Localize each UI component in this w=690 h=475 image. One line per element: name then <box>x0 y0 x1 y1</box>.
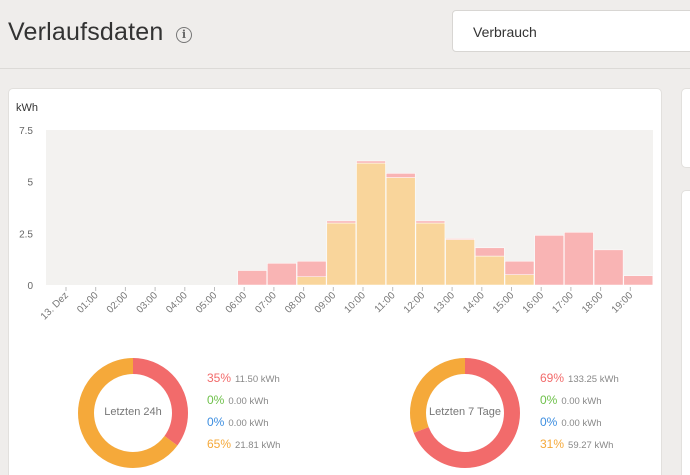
legend-kwh: 59.27 kWh <box>568 440 614 451</box>
legend-percent: 69% <box>540 371 565 385</box>
bar-solar[interactable] <box>504 274 535 286</box>
legend-kwh: 0.00 kWh <box>228 396 269 407</box>
legend-item: 31% 59.27 kWh <box>540 437 613 451</box>
bar-solar[interactable] <box>356 162 386 286</box>
x-tick-label: 14:00 <box>461 290 487 316</box>
data-type-select[interactable]: Verbrauch <box>452 10 690 52</box>
bar-solar[interactable] <box>385 177 416 286</box>
legend-percent: 35% <box>207 371 232 385</box>
bar-grid[interactable] <box>475 247 505 257</box>
x-tick-label: 12:00 <box>402 290 428 316</box>
bar-solar[interactable] <box>445 239 475 286</box>
bar-grid[interactable] <box>267 263 297 286</box>
y-tick-label: 7.5 <box>19 126 33 137</box>
legend-item: 69% 133.25 kWh <box>540 371 619 385</box>
bar-grid[interactable] <box>564 232 594 286</box>
x-tick-label: 05:00 <box>194 290 220 316</box>
history-chart: kWh 7.5 5 2.5 0 13. Dez 01:00 02:00 03:00 04:00… <box>16 102 654 322</box>
history-card: kWh 7.5 5 2.5 0 13. Dez 01:00 02:00 03:00 04:00… <box>8 88 662 475</box>
x-tick-label: 17:00 <box>550 290 576 316</box>
x-tick-label: 04:00 <box>164 290 190 316</box>
legend-kwh: 21.81 kWh <box>235 440 281 451</box>
legend-percent: 0% <box>207 393 225 407</box>
bar-grid[interactable] <box>326 220 357 224</box>
legend-item: 0% 0.00 kWh <box>540 393 601 407</box>
legend-item: 0% 0.00 kWh <box>207 393 268 407</box>
bar-solar[interactable] <box>415 222 446 286</box>
x-tick-label: 07:00 <box>253 290 279 316</box>
legend-kwh: 11.50 kWh <box>235 374 280 385</box>
legend-kwh: 0.00 kWh <box>228 418 269 429</box>
info-icon[interactable]: i <box>176 27 192 43</box>
legend-percent: 65% <box>207 437 232 451</box>
legend-item: 0% 0.00 kWh <box>540 415 601 429</box>
x-tick-label: 02:00 <box>105 290 131 316</box>
legend-percent: 0% <box>207 415 225 429</box>
donut-24h-label: Letzten 24h <box>104 406 162 418</box>
bar-grid[interactable] <box>593 249 624 286</box>
legend-percent: 0% <box>540 415 558 429</box>
x-tick-label: 10:00 <box>342 290 368 316</box>
x-tick-label: 11:00 <box>373 290 398 315</box>
bar-solar[interactable] <box>326 222 357 286</box>
x-tick-label: 03:00 <box>135 290 161 316</box>
bar-grid[interactable] <box>385 173 416 178</box>
x-tick-label: 01:00 <box>75 290 101 316</box>
y-tick-label: 5 <box>27 178 33 189</box>
y-tick-label: 2.5 <box>19 229 33 240</box>
page-title: Verlaufsdaten <box>8 18 164 46</box>
bar-solar[interactable] <box>296 276 327 286</box>
legend-kwh: 133.25 kWh <box>568 374 619 385</box>
bar-grid[interactable] <box>356 160 386 164</box>
bar-grid[interactable] <box>445 238 475 240</box>
donut-segment <box>78 358 188 468</box>
donut-24h <box>78 358 188 468</box>
y-axis-label: kWh <box>16 102 38 114</box>
donut-segment <box>410 358 520 468</box>
bar-grid[interactable] <box>623 275 654 286</box>
legend-kwh: 0.00 kWh <box>561 396 602 407</box>
x-tick-label: 13:00 <box>432 290 458 316</box>
side-card-top <box>681 88 690 168</box>
legend-percent: 0% <box>540 393 558 407</box>
bar-grid[interactable] <box>504 260 535 275</box>
x-tick-label: 13. Dez <box>39 290 71 322</box>
legend-percent: 31% <box>540 437 565 451</box>
x-tick-label: 08:00 <box>283 290 309 316</box>
bar-solar[interactable] <box>475 255 505 286</box>
legend-item: 65% 21.81 kWh <box>207 437 280 451</box>
x-tick-label: 06:00 <box>224 290 250 316</box>
legend-kwh: 0.00 kWh <box>561 418 602 429</box>
y-tick-label: 0 <box>27 281 33 292</box>
x-tick-label: 18:00 <box>580 290 606 316</box>
x-tick-label: 09:00 <box>313 290 339 316</box>
bar-grid[interactable] <box>534 235 564 286</box>
bar-grid[interactable] <box>296 260 327 277</box>
legend-item: 0% 0.00 kWh <box>207 415 268 429</box>
x-tick-label: 19:00 <box>610 290 636 316</box>
x-tick-label: 15:00 <box>491 290 517 316</box>
legend-item: 35% 11.50 kWh <box>207 371 280 385</box>
bar-grid[interactable] <box>415 220 446 224</box>
x-tick-label: 16:00 <box>521 290 547 316</box>
bar-grid[interactable] <box>237 270 267 286</box>
donut-7d-label: Letzten 7 Tage <box>429 406 501 418</box>
header-divider <box>0 68 690 69</box>
side-card-bottom <box>681 190 690 475</box>
donut-7d <box>410 358 520 468</box>
